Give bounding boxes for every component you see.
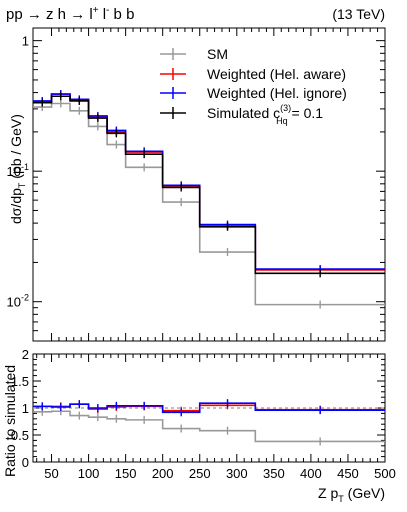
ratio-axis-ticks (33, 353, 386, 463)
ratio-step-ignore (33, 402, 385, 414)
main-step-sim (33, 95, 385, 275)
main-axis-ticks (33, 28, 386, 342)
x-tick-label: 450 (337, 466, 359, 481)
main-y-tick-label: 1 (22, 34, 29, 49)
ratio-y-tick-label: 1 (22, 401, 29, 416)
process-title: pp → z h → l+ l- b b (6, 5, 134, 23)
main-frame (32, 27, 386, 342)
legend-entry-sim: Simulated c(3) Hq = 0.1 (160, 103, 323, 126)
ratio-panel: 00.511.52 50 100 150 200 250 300 350 400 450 500 … (2, 347, 396, 504)
main-y-tick-label: 10-1 (7, 162, 29, 179)
ratio-y-tick-label: 0.5 (11, 428, 29, 443)
ratio-series-sm (33, 407, 385, 446)
x-tick-label: 200 (152, 466, 174, 481)
x-tick-label: 400 (300, 466, 322, 481)
ratio-step-sm (33, 410, 385, 443)
ratio-series-group (33, 399, 385, 446)
ratio-y-axis-label: Ratio to simulated (2, 365, 18, 477)
x-tick-label: 500 (374, 466, 396, 481)
x-tick-label: 300 (226, 466, 248, 481)
main-y-tick-labels: 10-2 10-1 1 (7, 34, 29, 310)
legend-label-sim: Simulated c(3) Hq = 0.1 (207, 103, 323, 126)
energy-label: (13 TeV) (332, 6, 385, 22)
main-y-tick-label: 10-2 (7, 293, 29, 310)
x-tick-label: 150 (115, 466, 137, 481)
ratio-series-ignore (33, 399, 385, 417)
main-series-sm (33, 99, 385, 309)
main-step-sm (33, 102, 385, 306)
x-tick-label: 350 (263, 466, 285, 481)
legend-label-ignore: Weighted (Hel. ignore) (207, 85, 347, 101)
main-y-axis-label: dσ/dpT (pb / GeV) (8, 114, 27, 224)
legend-entry-sm: SM (160, 46, 228, 62)
x-tick-label: 100 (78, 466, 100, 481)
legend-label-aware: Weighted (Hel. aware) (207, 66, 346, 82)
ratio-x-tick-labels: 50 100 150 200 250 300 350 400 450 500 (44, 466, 396, 481)
ratio-y-tick-label: 0 (22, 455, 29, 470)
ratio-y-tick-labels: 0 0.5 1 1.5 2 (11, 347, 29, 470)
main-series-sim (33, 92, 385, 278)
legend-entry-aware: Weighted (Hel. aware) (160, 66, 346, 82)
main-series-group (33, 90, 385, 309)
ratio-y-tick-label: 1.5 (11, 374, 29, 389)
main-panel: 10-2 10-1 1 dσ/dpT (pb / GeV) (7, 27, 386, 342)
legend-entry-ignore: Weighted (Hel. ignore) (160, 85, 347, 101)
legend: SM Weighted (Hel. aware) Weighted (Hel. … (160, 46, 347, 126)
x-axis-label: Z pT (GeV) (318, 485, 385, 504)
legend-label-sm: SM (207, 46, 228, 62)
x-tick-label: 250 (189, 466, 211, 481)
ratio-y-tick-label: 2 (22, 347, 29, 362)
x-tick-label: 50 (44, 466, 58, 481)
